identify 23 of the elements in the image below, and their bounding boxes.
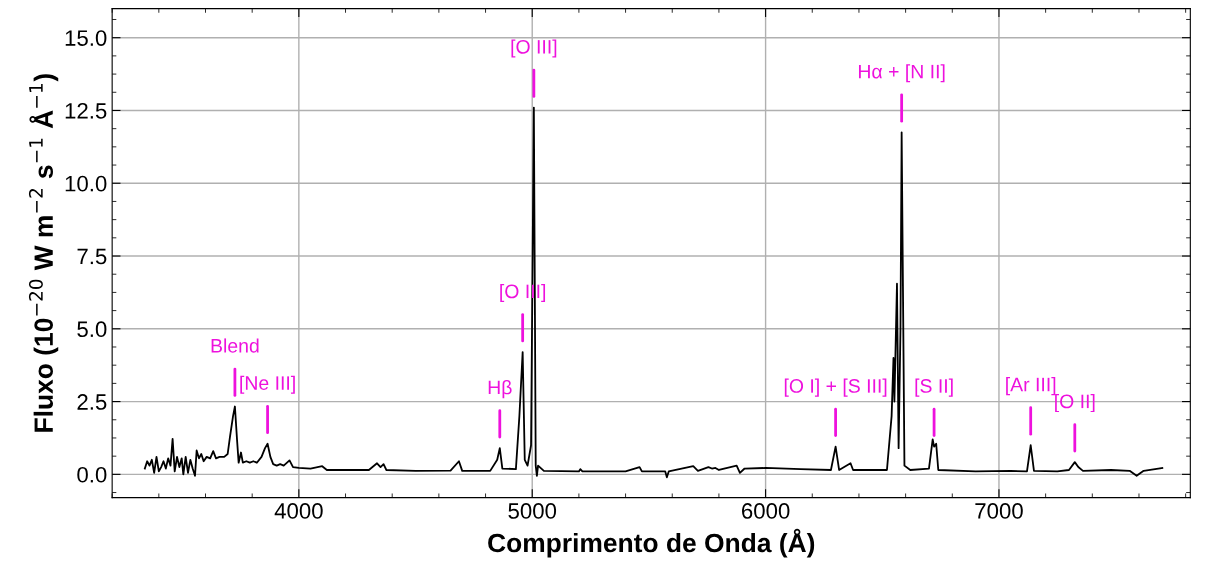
annotation: [O II] bbox=[1055, 394, 1095, 413]
annotation: [S II] bbox=[915, 378, 953, 397]
annotation: [O I] + [S III] bbox=[784, 378, 887, 397]
annotation: [Ar III] bbox=[1006, 377, 1056, 396]
x-tick-label: 4000 bbox=[274, 503, 323, 519]
annotation: Hβ bbox=[488, 380, 512, 399]
x-tick-label: 7000 bbox=[975, 503, 1023, 519]
y-tick-label: 0.0 bbox=[77, 466, 107, 483]
x-tick-label: 6000 bbox=[742, 503, 790, 519]
text: Fluxo (10$^{−20}$ W m$^{−2}$ s$^{−1}$ Å$^{−1}$) bbox=[28, 74, 59, 432]
y-tick-label: 15.0 bbox=[65, 30, 107, 46]
x-tick-label: 5000 bbox=[508, 503, 557, 519]
line-series bbox=[143, 106, 1164, 479]
annotation: [Ne III] bbox=[240, 375, 295, 394]
y-tick-label: 12.5 bbox=[65, 103, 107, 119]
y-tick-label: 2.5 bbox=[77, 394, 107, 410]
y-tick-label: 5.0 bbox=[77, 321, 107, 338]
annotation: Hα + [N II] bbox=[858, 64, 945, 83]
annotation: Blend bbox=[211, 338, 259, 353]
x-axis-title: Comprimento de Onda (Å) bbox=[488, 528, 815, 558]
y-tick-label: 7.5 bbox=[77, 248, 107, 265]
y-tick-label: 10.0 bbox=[65, 175, 107, 192]
annotation: [O III] bbox=[511, 39, 557, 58]
